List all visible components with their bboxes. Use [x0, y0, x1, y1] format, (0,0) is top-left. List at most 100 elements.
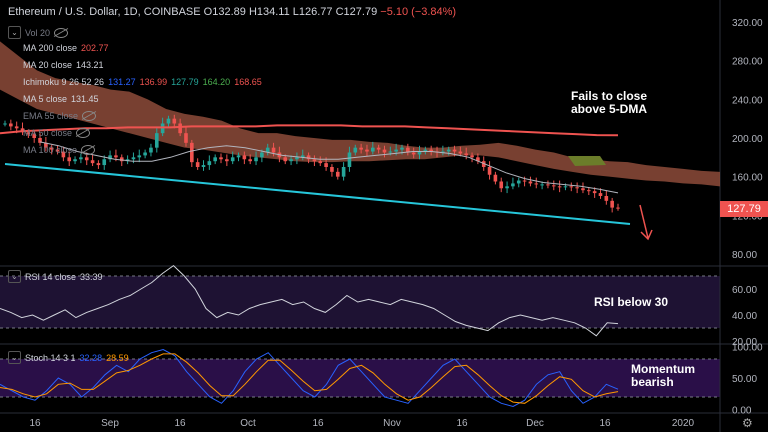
candle-body [67, 157, 72, 162]
chevron-down-icon[interactable]: ⌄ [8, 270, 21, 283]
candle-body [335, 171, 340, 177]
candle-body [616, 207, 620, 209]
candle-body [487, 167, 492, 175]
indicator-legend[interactable]: MA 5 close 131.45 [8, 94, 99, 104]
legend-value: 202.77 [81, 43, 109, 53]
candle-body [604, 196, 609, 201]
candle-body [476, 157, 480, 162]
legend-value: 164.20 [202, 77, 231, 87]
symbol-title[interactable]: Ethereum / U.S. Dollar [8, 6, 118, 18]
indicator-legend[interactable]: ⌄ Vol 20 [8, 26, 69, 39]
ohlc-high: H134.11 [248, 6, 290, 18]
indicator-legend[interactable]: MA 200 close 202.77 [8, 43, 109, 53]
candle-body [184, 133, 188, 143]
ohlc-close: C127.79 [335, 6, 378, 18]
candle-body [341, 167, 346, 177]
candle-body [137, 155, 142, 158]
candle-body [195, 162, 200, 167]
hidden-eye-icon[interactable] [82, 111, 97, 121]
legend-label: MA 100 close [23, 145, 78, 155]
ohlc-change: −5.10 (−3.84%) [380, 6, 457, 18]
legend-value: 168.65 [234, 77, 262, 87]
candle-body [458, 151, 463, 154]
candle-body [289, 159, 293, 162]
support-trendline[interactable] [4, 163, 631, 225]
candle-body [260, 152, 264, 158]
candle-body [108, 155, 112, 160]
candle-body [26, 132, 31, 135]
indicator-legend[interactable]: MA 50 close [8, 128, 91, 138]
annotation-stoch: Momentum bearish [631, 362, 695, 389]
rsi-legend[interactable]: ⌄ RSI 14 close 33.39 [8, 270, 103, 283]
hidden-eye-icon[interactable] [54, 27, 69, 38]
annotation-main: Fails to close above 5-DMA [571, 89, 648, 116]
exchange: COINBASE [143, 6, 201, 18]
stoch-k-line[interactable] [0, 348, 619, 408]
candle-body [213, 157, 217, 162]
candle-body [470, 155, 474, 158]
bearish-arrow-icon [639, 204, 653, 241]
stoch-legend[interactable]: ⌄ Stoch 14 3 1 32.28 28.59 [8, 351, 129, 364]
price-tick: 200.00 [732, 134, 763, 145]
legend-value: 131.27 [108, 77, 136, 87]
time-tick: 16 [174, 418, 186, 429]
candle-body [96, 163, 101, 166]
candle-body [114, 155, 118, 158]
legend-value: 127.79 [171, 77, 199, 87]
hidden-eye-icon[interactable] [81, 145, 96, 155]
candle-body [557, 186, 562, 188]
candle-body [423, 149, 428, 152]
chevron-down-icon[interactable]: ⌄ [8, 351, 21, 364]
indicator-legend[interactable]: MA 20 close 143.21 [8, 60, 104, 70]
candle-body [143, 152, 147, 156]
candle-body [411, 152, 416, 155]
legend-label: EMA 55 close [23, 111, 79, 121]
candle-body [464, 153, 469, 156]
stoch-d-value: 28.59 [106, 352, 129, 363]
candle-body [429, 149, 433, 152]
candle-body [44, 142, 48, 148]
candle-body [154, 133, 159, 148]
price-tick: 280.00 [732, 57, 763, 68]
candle-body [166, 118, 171, 124]
indicator-legend[interactable]: Ichimoku 9 26 52 26 131.27 136.99 127.79 164… [8, 77, 262, 87]
legend-value: 136.99 [139, 77, 168, 87]
legend-label: MA 50 close [23, 128, 73, 138]
time-tick: 16 [456, 418, 468, 429]
time-tick: 16 [599, 418, 611, 429]
ma200-line[interactable] [0, 124, 619, 137]
chevron-down-icon[interactable]: ⌄ [8, 26, 21, 39]
candle-body [61, 151, 66, 158]
candle-body [254, 157, 258, 162]
candle-body [394, 149, 398, 152]
ohlc-open: O132.89 [203, 6, 246, 18]
candle-body [271, 147, 276, 153]
rsi-label: RSI 14 close [25, 271, 77, 282]
candle-body [598, 193, 603, 196]
symbol-header: Ethereum / U.S. Dollar, 1D, COINBASE O13… [8, 6, 457, 18]
legend-value: 143.21 [76, 60, 104, 70]
price-tick: 160.00 [732, 173, 763, 184]
stoch-k-value: 32.28 [79, 352, 103, 363]
candle-body [522, 180, 527, 182]
gear-icon[interactable]: ⚙ [742, 416, 753, 430]
candle-body [265, 147, 270, 153]
candle-body [499, 181, 504, 189]
candle-body [38, 138, 42, 143]
ma20-line[interactable] [39, 141, 619, 194]
rsi-line[interactable] [0, 264, 619, 337]
candle-body [324, 163, 328, 167]
stoch-label: Stoch 14 3 1 [25, 352, 76, 363]
candle-body [73, 159, 77, 162]
stoch-d-line[interactable] [0, 353, 619, 404]
indicator-legend[interactable]: MA 100 close [8, 145, 96, 155]
candle-body [90, 160, 95, 164]
candle-body [546, 184, 550, 186]
interval[interactable]: 1D [123, 6, 138, 18]
price-tick: 80.00 [732, 250, 757, 261]
hidden-eye-icon[interactable] [76, 128, 91, 138]
candle-body [178, 123, 182, 134]
indicator-legend[interactable]: EMA 55 close [8, 111, 97, 121]
time-tick: Dec [526, 418, 544, 429]
